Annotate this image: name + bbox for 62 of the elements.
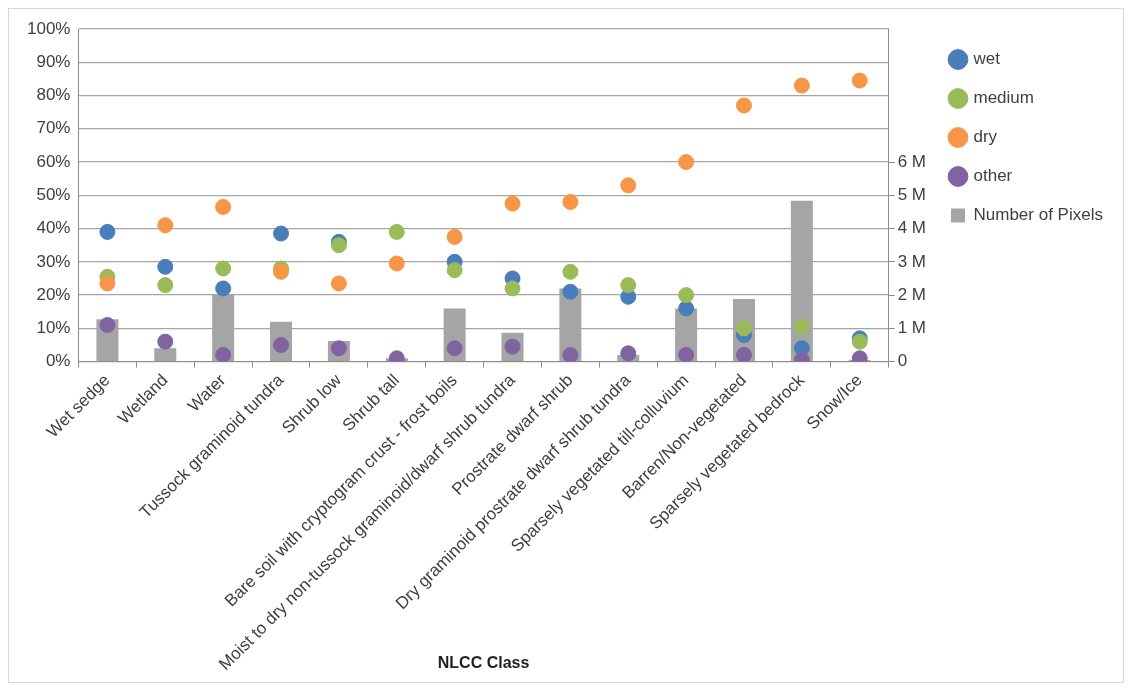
point	[446, 262, 463, 279]
point	[620, 277, 637, 294]
point	[620, 345, 637, 362]
point	[793, 318, 810, 335]
point	[157, 258, 174, 275]
legend-label: medium	[973, 88, 1034, 108]
y-tick-label: 0%	[45, 351, 71, 371]
point	[793, 77, 810, 94]
y-tick-label: 50%	[36, 184, 71, 204]
point	[215, 198, 232, 215]
point	[157, 333, 174, 350]
point	[388, 255, 405, 272]
point	[157, 277, 174, 294]
y-tick-label: 20%	[36, 284, 71, 304]
legend-label: Number of Pixels	[973, 205, 1103, 225]
point	[504, 195, 521, 212]
point	[215, 346, 232, 362]
point	[562, 193, 579, 210]
y-tick-label: 60%	[36, 151, 71, 171]
legend-label: wet	[972, 49, 1001, 69]
point	[678, 346, 695, 362]
y-tick-label: 10%	[36, 318, 71, 338]
point	[562, 263, 579, 280]
point	[99, 223, 116, 240]
y-tick-label: 40%	[36, 218, 71, 238]
point	[562, 283, 579, 300]
point	[735, 346, 752, 362]
point	[620, 177, 637, 194]
point	[851, 72, 868, 89]
y-tick-label: 80%	[36, 85, 71, 105]
point	[157, 217, 174, 234]
y2-tick-label: 6 M	[897, 151, 926, 171]
y2-tick-label: 4 M	[897, 218, 926, 238]
y2-tick-label: 5 M	[897, 184, 926, 204]
point	[562, 346, 579, 362]
point	[388, 223, 405, 240]
bar	[154, 348, 177, 362]
point	[99, 275, 116, 292]
point	[99, 317, 116, 334]
legend-label: dry	[973, 127, 998, 147]
point	[330, 237, 347, 254]
point	[215, 280, 232, 297]
point	[678, 154, 695, 171]
point	[678, 287, 695, 304]
y2-tick-label: 0	[897, 351, 908, 371]
point	[446, 228, 463, 245]
point	[446, 340, 463, 357]
legend-label: other	[973, 166, 1013, 186]
point	[504, 280, 521, 297]
point	[215, 260, 232, 277]
y2-tick-label: 3 M	[897, 251, 926, 271]
point	[678, 300, 695, 317]
point	[273, 225, 290, 242]
point	[330, 275, 347, 292]
y2-tick-label: 2 M	[897, 284, 926, 304]
y2-tick-label: 1 M	[897, 318, 926, 338]
y-tick-label: 70%	[36, 118, 71, 138]
y-tick-label: 30%	[36, 251, 71, 271]
point	[735, 97, 752, 114]
y-tick-label: 100%	[27, 18, 71, 38]
y-tick-label: 90%	[36, 51, 71, 71]
x-axis-title: NLCC Class	[437, 654, 530, 671]
